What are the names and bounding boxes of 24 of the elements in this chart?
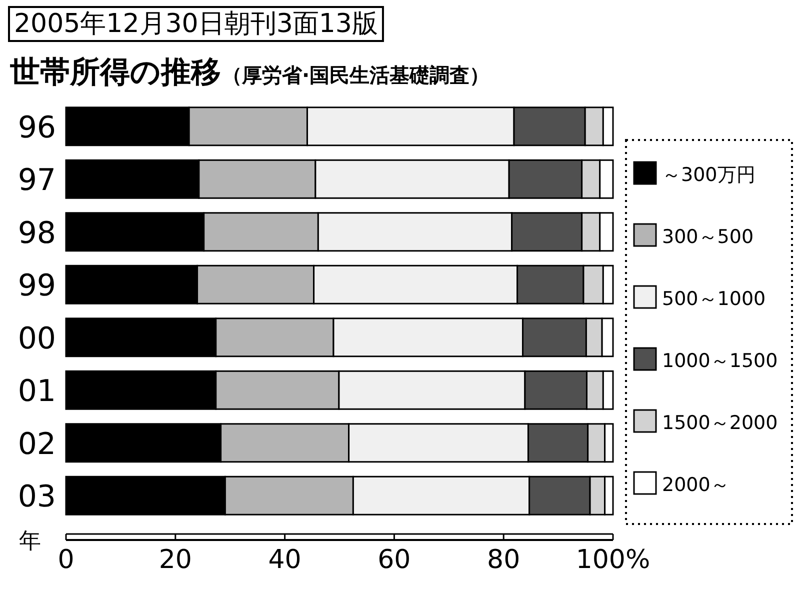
legend-label: 500～1000 <box>662 288 766 310</box>
y-tick-label: 96 <box>18 110 56 146</box>
x-tick-label: 40 <box>268 545 302 575</box>
legend-label: 1500～2000 <box>662 412 778 434</box>
x-tick-label: 60 <box>378 545 411 575</box>
y-tick-label: 01 <box>18 374 56 410</box>
y-tick-label: 97 <box>18 163 56 198</box>
x-tick-label: 0 <box>58 545 74 575</box>
text: 2005年12月30日朝刊3面13版 <box>14 9 378 39</box>
y-tick-label: 98 <box>18 216 56 251</box>
x-tick-label: 80 <box>487 545 520 575</box>
y-tick-label: 03 <box>18 480 56 515</box>
x-tick-label: 100% <box>576 545 650 575</box>
chart-subtitle: （厚労省·国民生活基礎調査） <box>222 63 490 87</box>
y-tick-label: 99 <box>18 268 56 304</box>
legend-label: 300～500 <box>662 226 754 248</box>
y-tick-label: 00 <box>18 321 56 356</box>
legend-label: 1000～1500 <box>662 350 778 372</box>
legend-label: ～300万円 <box>662 164 756 186</box>
legend-label: 2000～ <box>662 474 730 496</box>
chart-title: 世帯所得の推移 <box>9 55 221 90</box>
y-tick-label: 02 <box>18 426 56 462</box>
x-tick-label: 20 <box>158 545 192 575</box>
y-axis-title: 年 <box>19 529 41 554</box>
